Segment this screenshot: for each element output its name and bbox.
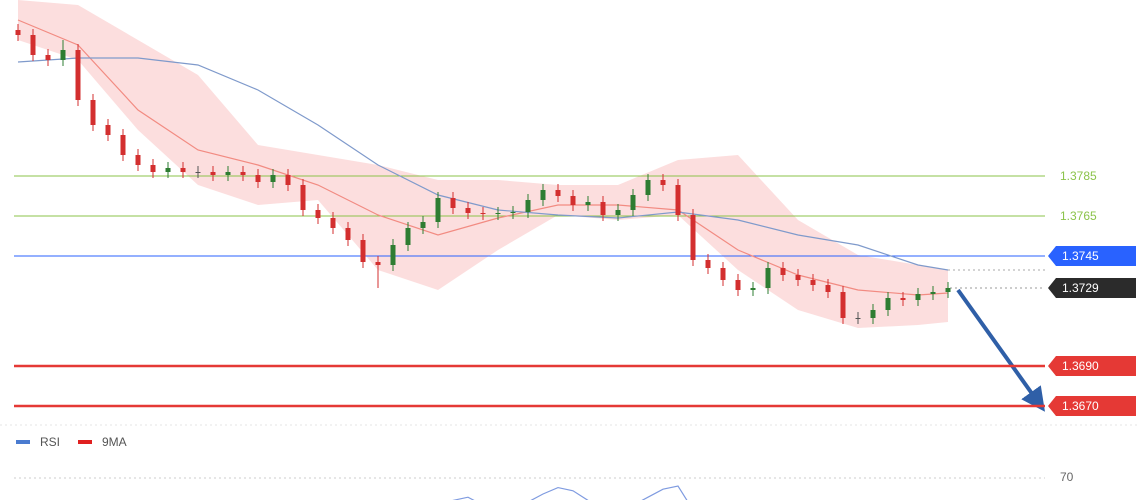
candle-body <box>390 245 396 265</box>
candle-body <box>15 30 21 35</box>
candle-body <box>675 185 681 215</box>
candle-body <box>315 210 321 218</box>
candle-body <box>420 222 426 228</box>
candle-body <box>855 318 861 319</box>
candle-body <box>720 268 726 280</box>
candle-body <box>510 212 516 213</box>
price-tag <box>1048 246 1136 266</box>
candle-body <box>840 292 846 318</box>
candle-body <box>780 268 786 275</box>
candle-body <box>240 172 246 175</box>
candle-body <box>405 228 411 245</box>
candle-body <box>75 50 81 100</box>
candle-body <box>690 215 696 260</box>
price-tag-label: 1.3690 <box>1062 359 1099 373</box>
candle-body <box>465 208 471 213</box>
candle-body <box>615 210 621 215</box>
candle-body <box>705 260 711 268</box>
rsi-tick-label: 70 <box>1060 470 1074 484</box>
level-label: 1.3765 <box>1060 209 1097 223</box>
candle-body <box>435 198 441 222</box>
candle-body <box>285 175 291 185</box>
price-tag <box>1048 278 1136 298</box>
candle-body <box>525 200 531 212</box>
price-tag <box>1048 396 1136 416</box>
candle-body <box>600 202 606 215</box>
candle-body <box>825 285 831 292</box>
candle-body <box>195 172 201 173</box>
forecast-arrow <box>956 288 1045 412</box>
candle-body <box>330 218 336 228</box>
candle-body <box>375 262 381 265</box>
legend-label: RSI <box>40 435 60 449</box>
candle-body <box>180 168 186 172</box>
candle-body <box>225 172 231 175</box>
candle-body <box>930 292 936 294</box>
candle-body <box>60 50 66 60</box>
candle-body <box>150 165 156 172</box>
candle-body <box>450 198 456 208</box>
candle-body <box>735 280 741 290</box>
candle-body <box>810 280 816 285</box>
candle-body <box>585 202 591 205</box>
candle-body <box>555 190 561 196</box>
rsi-pane <box>452 485 688 500</box>
candle-body <box>750 288 756 290</box>
candle-body <box>945 288 951 292</box>
candle-body <box>870 310 876 318</box>
bollinger-band <box>18 0 948 328</box>
candle-body <box>495 213 501 214</box>
candle-body <box>270 175 276 182</box>
candle-body <box>120 135 126 155</box>
candle-body <box>570 196 576 205</box>
candle-body <box>360 240 366 262</box>
candle-body <box>45 55 51 60</box>
candle-body <box>105 125 111 135</box>
candle-body <box>540 190 546 200</box>
candle-body <box>915 294 921 300</box>
legend-swatch <box>16 440 30 444</box>
price-tag-label: 1.3670 <box>1062 399 1099 413</box>
candle-body <box>255 175 261 182</box>
rsi-line <box>452 485 688 500</box>
candle-body <box>765 268 771 288</box>
candle-body <box>165 168 171 172</box>
candle-body <box>30 35 36 55</box>
candle-body <box>345 228 351 240</box>
candle-body <box>210 172 216 175</box>
candle-body <box>135 155 141 165</box>
price-tag-label: 1.3745 <box>1062 249 1099 263</box>
candle-body <box>795 275 801 280</box>
candle-body <box>900 298 906 300</box>
price-tag-label: 1.3729 <box>1062 281 1099 295</box>
level-label: 1.3785 <box>1060 169 1097 183</box>
legend-label: 9MA <box>102 435 127 449</box>
candle-body <box>300 185 306 210</box>
candle-body <box>90 100 96 125</box>
legend-swatch <box>78 440 92 444</box>
candle-body <box>885 298 891 310</box>
candle-body <box>660 180 666 185</box>
price-tag <box>1048 356 1136 376</box>
candle-body <box>630 195 636 210</box>
candle-body <box>645 180 651 195</box>
candle-body <box>480 213 486 214</box>
